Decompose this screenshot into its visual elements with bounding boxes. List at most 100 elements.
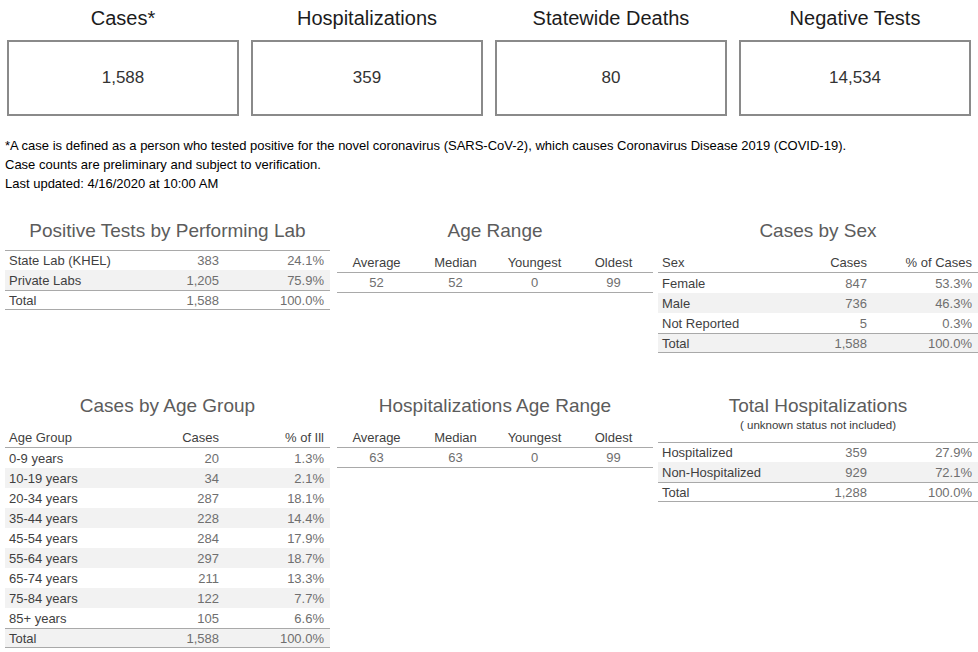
- row-cases: 847: [775, 276, 867, 291]
- row-label: 0-9 years: [5, 451, 127, 466]
- kpi-value-box-hospitalizations: 359: [251, 40, 483, 116]
- stat-value: 99: [574, 450, 653, 465]
- cases-by-age-title: Cases by Age Group: [5, 393, 330, 418]
- total-hosp-subtitle: ( unknown status not included): [658, 418, 978, 433]
- column-header: Average: [337, 430, 416, 445]
- stat-value: 0: [495, 450, 574, 465]
- row-percent: 6.6%: [219, 611, 330, 626]
- row-label: Non-Hospitalized: [658, 465, 775, 480]
- column-header: Oldest: [574, 255, 653, 270]
- table-row: 10-19 years 34 2.1%: [5, 468, 330, 488]
- column-header: % of Ill: [219, 430, 330, 445]
- row-cases: 1,588: [775, 336, 867, 351]
- section-hospitalizations-age-range: Hospitalizations Age Range Average Media…: [337, 393, 653, 468]
- row-cases: 1,205: [127, 273, 219, 288]
- hosp-age-range-table: Average Median Youngest Oldest 63 63 0 9…: [337, 428, 653, 468]
- row-percent: 14.4%: [219, 511, 330, 526]
- table-header-row: Age Group Cases % of Ill: [5, 428, 330, 448]
- stat-value: 52: [416, 275, 495, 290]
- kpi-title-negative-tests: Negative Tests: [739, 4, 971, 33]
- table-row-total: Total 1,588 100.0%: [658, 333, 978, 353]
- cases-by-age-table: Age Group Cases % of Ill 0-9 years 20 1.…: [5, 428, 330, 648]
- total-hosp-title: Total Hospitalizations: [658, 393, 978, 418]
- kpi-value-box-deaths: 80: [495, 40, 727, 116]
- row-percent: 75.9%: [219, 273, 330, 288]
- row-label: 85+ years: [5, 611, 127, 626]
- kpi-value-deaths: 80: [602, 68, 621, 88]
- kpi-cards-row: Cases* 1,588 Hospitalizations 359 Statew…: [7, 4, 971, 116]
- column-header: Age Group: [5, 430, 127, 445]
- row-cases: 34: [127, 471, 219, 486]
- column-header: Cases: [775, 255, 867, 270]
- kpi-card-negative-tests: Negative Tests 14,534: [739, 4, 971, 116]
- column-header: Oldest: [574, 430, 653, 445]
- row-label: 10-19 years: [5, 471, 127, 486]
- row-label: Male: [658, 296, 775, 311]
- row-percent: 7.7%: [219, 591, 330, 606]
- covid-dashboard: Cases* 1,588 Hospitalizations 359 Statew…: [0, 0, 978, 652]
- table-row: 65-74 years 211 13.3%: [5, 568, 330, 588]
- row-percent: 100.0%: [867, 485, 978, 500]
- column-header: Youngest: [495, 430, 574, 445]
- row-label: Not Reported: [658, 316, 775, 331]
- table-header-row: Average Median Youngest Oldest: [337, 253, 653, 273]
- row-percent: 46.3%: [867, 296, 978, 311]
- row-percent: 17.9%: [219, 531, 330, 546]
- row-percent: 24.1%: [219, 253, 330, 268]
- row-cases: 105: [127, 611, 219, 626]
- positive-tests-title: Positive Tests by Performing Lab: [5, 218, 330, 243]
- table-row: 75-84 years 122 7.7%: [5, 588, 330, 608]
- kpi-value-cases: 1,588: [102, 68, 145, 88]
- kpi-title-deaths: Statewide Deaths: [495, 4, 727, 33]
- row-cases: 228: [127, 511, 219, 526]
- row-cases: 20: [127, 451, 219, 466]
- table-row-total: Total 1,588 100.0%: [5, 290, 330, 310]
- kpi-value-negative-tests: 14,534: [829, 68, 881, 88]
- kpi-card-cases: Cases* 1,588: [7, 4, 239, 116]
- row-label: Hospitalized: [658, 445, 775, 460]
- row-label: State Lab (KHEL): [5, 253, 127, 268]
- kpi-title-cases: Cases*: [7, 4, 239, 33]
- row-label: Total: [658, 485, 775, 500]
- table-row-total: Total 1,288 100.0%: [658, 482, 978, 502]
- row-cases: 5: [775, 316, 867, 331]
- table-row: 63 63 0 99: [337, 448, 653, 468]
- column-header: Sex: [658, 255, 775, 270]
- table-row: Female 847 53.3%: [658, 273, 978, 293]
- footnote-preliminary: Case counts are preliminary and subject …: [5, 155, 846, 174]
- kpi-value-box-cases: 1,588: [7, 40, 239, 116]
- section-cases-by-age-group: Cases by Age Group Age Group Cases % of …: [5, 393, 330, 648]
- table-row: 52 52 0 99: [337, 273, 653, 293]
- row-percent: 27.9%: [867, 445, 978, 460]
- cases-by-sex-table: Sex Cases % of Cases Female 847 53.3% Ma…: [658, 253, 978, 353]
- row-cases: 383: [127, 253, 219, 268]
- table-row: 85+ years 105 6.6%: [5, 608, 330, 628]
- positive-tests-table: State Lab (KHEL) 383 24.1% Private Labs …: [5, 250, 330, 310]
- row-cases: 736: [775, 296, 867, 311]
- kpi-card-hospitalizations: Hospitalizations 359: [251, 4, 483, 116]
- table-row-total: Total 1,588 100.0%: [5, 628, 330, 648]
- footnote-case-definition: *A case is defined as a person who teste…: [5, 136, 846, 155]
- row-cases: 284: [127, 531, 219, 546]
- row-percent: 100.0%: [219, 293, 330, 308]
- row-percent: 100.0%: [867, 336, 978, 351]
- table-header-row: Average Median Youngest Oldest: [337, 428, 653, 448]
- total-hosp-table: Hospitalized 359 27.9% Non-Hospitalized …: [658, 442, 978, 502]
- column-header: Cases: [127, 430, 219, 445]
- row-cases: 1,588: [127, 293, 219, 308]
- column-header: Youngest: [495, 255, 574, 270]
- row-cases: 929: [775, 465, 867, 480]
- hosp-age-range-title: Hospitalizations Age Range: [337, 393, 653, 418]
- row-label: Private Labs: [5, 273, 127, 288]
- row-percent: 72.1%: [867, 465, 978, 480]
- row-label: Female: [658, 276, 775, 291]
- row-label: Total: [658, 336, 775, 351]
- row-cases: 211: [127, 571, 219, 586]
- row-label: 55-64 years: [5, 551, 127, 566]
- footnotes: *A case is defined as a person who teste…: [5, 136, 846, 193]
- table-row: 0-9 years 20 1.3%: [5, 448, 330, 468]
- kpi-title-hospitalizations: Hospitalizations: [251, 4, 483, 33]
- age-range-table: Average Median Youngest Oldest 52 52 0 9…: [337, 253, 653, 293]
- row-label: 75-84 years: [5, 591, 127, 606]
- row-cases: 287: [127, 491, 219, 506]
